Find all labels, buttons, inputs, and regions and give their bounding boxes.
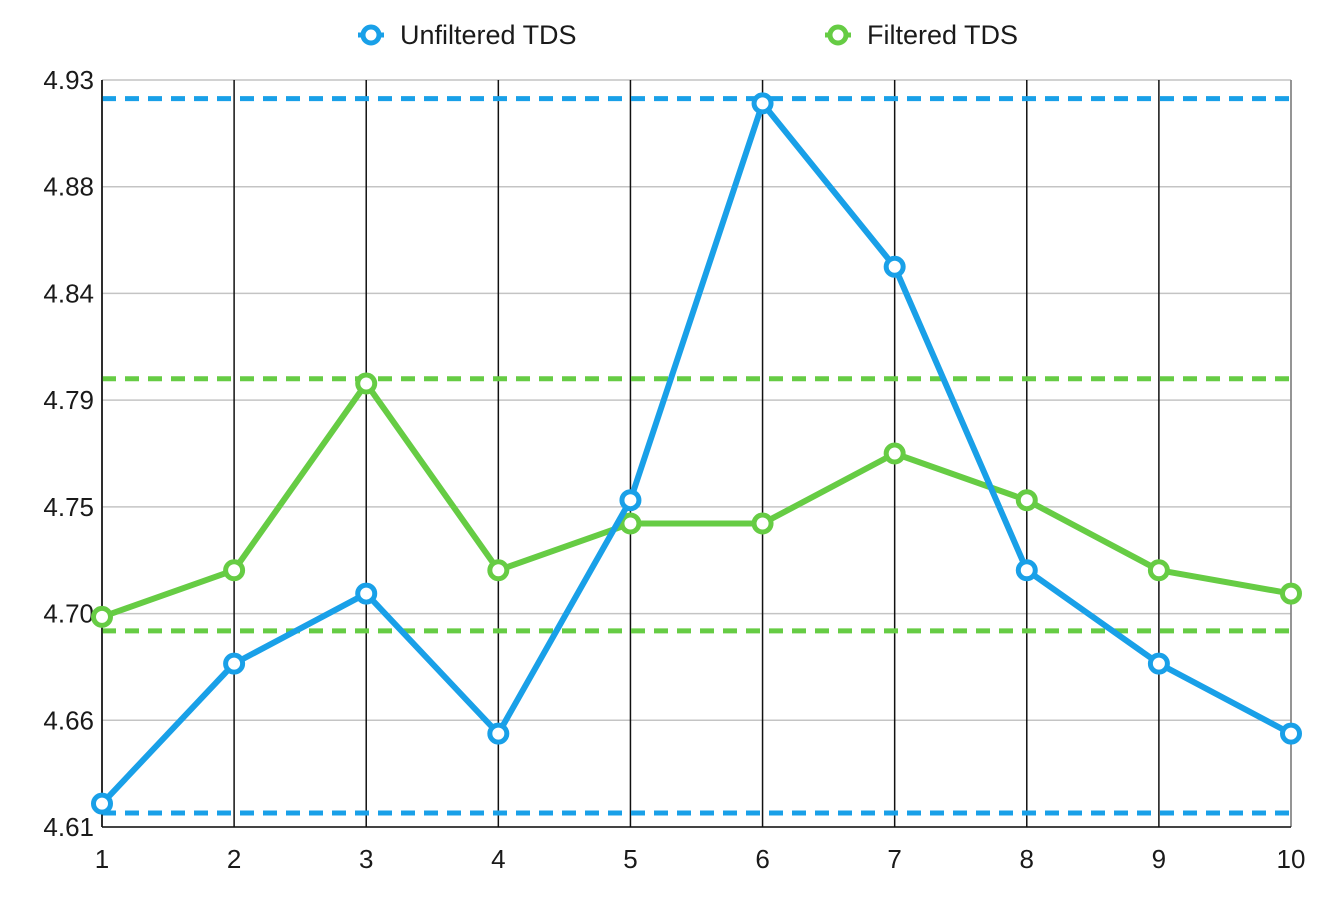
y-tick-label: 4.93 — [43, 65, 94, 95]
legend-label-unfiltered: Unfiltered TDS — [400, 20, 577, 50]
data-point-unfiltered[interactable] — [91, 792, 113, 815]
x-tick-label: 5 — [623, 844, 637, 874]
data-point-unfiltered[interactable] — [223, 652, 246, 675]
data-point-unfiltered[interactable] — [1147, 652, 1170, 675]
y-tick-label: 4.88 — [43, 172, 94, 202]
data-point-filtered[interactable] — [883, 442, 906, 465]
x-tick-label: 8 — [1020, 844, 1034, 874]
data-point-unfiltered[interactable] — [883, 255, 906, 278]
legend-item-filtered[interactable]: Filtered TDS — [825, 20, 1018, 50]
y-tick-label: 4.79 — [43, 385, 94, 415]
chart-series — [91, 92, 1302, 815]
x-tick-label: 9 — [1152, 844, 1166, 874]
y-tick-label: 4.61 — [43, 812, 94, 842]
x-tick-label: 3 — [359, 844, 373, 874]
data-point-unfiltered[interactable] — [1015, 559, 1038, 582]
legend-marker-filtered — [827, 24, 849, 46]
data-point-filtered[interactable] — [487, 559, 510, 582]
series-line-filtered — [99, 380, 1294, 620]
data-point-unfiltered[interactable] — [619, 489, 642, 512]
chart-grid — [101, 79, 1292, 828]
series-line-unfiltered — [99, 100, 1294, 807]
data-point-unfiltered[interactable] — [751, 92, 774, 115]
y-tick-label: 4.84 — [43, 278, 94, 308]
x-tick-label: 1 — [95, 844, 109, 874]
reference-lines — [102, 96, 1291, 816]
data-point-filtered[interactable] — [91, 605, 113, 628]
y-tick-label: 4.70 — [43, 599, 94, 629]
data-point-unfiltered[interactable] — [355, 582, 378, 605]
x-tick-label: 6 — [755, 844, 769, 874]
data-point-filtered[interactable] — [619, 512, 642, 535]
chart-axes: 4.61 4.66 4.70 4.75 4.79 4.84 4.88 4.93 1 2 3 4 5 6 7 8… — [43, 65, 1305, 874]
chart-legend: Unfiltered TDS Filtered TDS — [358, 20, 1018, 50]
y-tick-label: 4.75 — [43, 492, 94, 522]
data-point-filtered[interactable] — [1147, 559, 1170, 582]
data-point-unfiltered[interactable] — [1280, 722, 1302, 745]
legend-item-unfiltered[interactable]: Unfiltered TDS — [358, 20, 577, 50]
data-point-filtered[interactable] — [1015, 489, 1038, 512]
legend-marker-unfiltered — [360, 24, 382, 46]
x-tick-label: 10 — [1277, 844, 1306, 874]
data-point-filtered[interactable] — [1280, 582, 1302, 605]
x-tick-label: 2 — [227, 844, 241, 874]
data-point-filtered[interactable] — [223, 559, 246, 582]
x-tick-label: 7 — [887, 844, 901, 874]
data-point-unfiltered[interactable] — [487, 722, 510, 745]
data-point-filtered[interactable] — [751, 512, 774, 535]
x-tick-label: 4 — [491, 844, 505, 874]
legend-label-filtered: Filtered TDS — [867, 20, 1018, 50]
data-point-filtered[interactable] — [355, 372, 378, 395]
y-tick-label: 4.66 — [43, 705, 94, 735]
